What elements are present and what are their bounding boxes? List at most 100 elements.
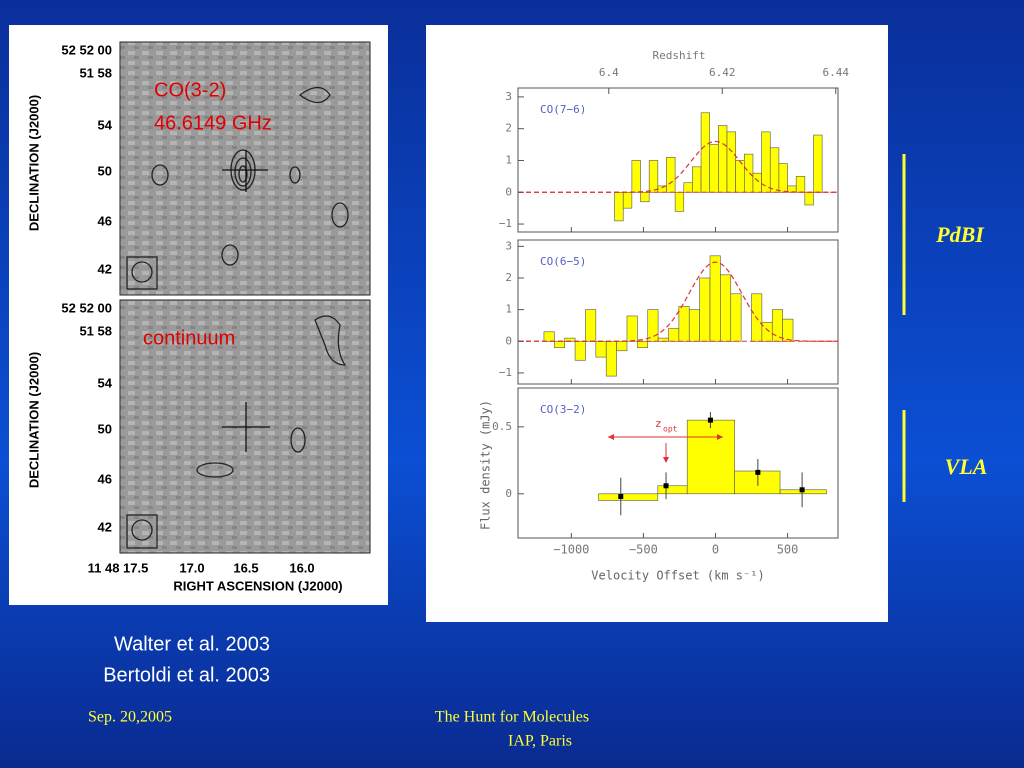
histogram-bar	[804, 191, 814, 206]
histogram-bar	[778, 163, 788, 193]
tick-label: 0	[505, 334, 512, 347]
tick-label: −1000	[553, 543, 589, 557]
tick-label: 51 58	[79, 65, 112, 80]
axis-label: Velocity Offset (km s⁻¹)	[591, 569, 764, 583]
histogram-bar	[744, 153, 754, 193]
tick-label: −500	[629, 543, 658, 557]
histogram-bar	[622, 191, 633, 209]
tick-label: 6.4	[599, 66, 619, 79]
contours	[126, 86, 349, 549]
tick-label: 0.5	[492, 420, 512, 433]
footer-place: IAP, Paris	[508, 733, 572, 750]
histogram-bar	[700, 112, 711, 193]
histogram-bar	[686, 419, 735, 495]
tick-label: 54	[98, 117, 113, 132]
histogram-bar	[668, 328, 680, 342]
tick-label: 52 52 00	[61, 300, 112, 315]
histogram-bar	[730, 293, 742, 342]
histogram-bar	[813, 134, 823, 193]
footer-date: Sep. 20,2005	[88, 709, 172, 726]
tick-label: −1	[499, 366, 512, 379]
histogram-bar	[574, 340, 586, 361]
reference: Bertoldi et al. 2003	[103, 664, 270, 686]
histogram-bar	[657, 485, 688, 495]
histogram-bar	[605, 340, 617, 377]
gaussian-fit	[518, 140, 838, 193]
tick-label: 50	[98, 421, 112, 436]
histogram-bar	[761, 321, 773, 342]
data-point	[618, 493, 624, 499]
histogram-bar	[761, 131, 771, 193]
histogram-bar	[771, 309, 783, 342]
tick-label: 2	[505, 271, 512, 284]
tick-label: −1	[499, 217, 512, 230]
axis-label: RIGHT ASCENSION (J2000)	[173, 578, 342, 593]
histogram-bar	[554, 340, 566, 348]
histogram-bar	[674, 191, 685, 212]
crosshairs	[222, 150, 270, 452]
panel-label: CO(3−2)	[540, 403, 586, 416]
histogram-bar	[637, 340, 649, 348]
tick-label: 54	[98, 375, 113, 390]
tick-label: 11 48 17.5	[88, 560, 149, 575]
histogram-bar	[718, 125, 728, 193]
histogram-bar	[795, 176, 806, 193]
axis-label: DECLINATION (J2000)	[26, 95, 41, 231]
map-label: continuum	[143, 327, 235, 349]
tick-label: 50	[98, 163, 112, 178]
tick-label: 17.0	[179, 560, 204, 575]
panel-label: CO(6−5)	[540, 255, 586, 268]
panel-frame	[517, 239, 839, 385]
data-point	[799, 487, 805, 493]
tick-label: 0	[505, 487, 512, 500]
side-label: PdBI	[935, 222, 985, 247]
tick-label: 6.44	[822, 66, 849, 79]
histogram-bar	[709, 255, 721, 342]
histogram-bar	[720, 274, 732, 342]
histogram-bar	[614, 191, 624, 222]
tick-label: 6.42	[709, 66, 736, 79]
histogram-bar	[782, 318, 794, 342]
panel-label: CO(7−6)	[540, 103, 586, 116]
tick-label: 0	[712, 543, 719, 557]
histogram-bar	[769, 147, 780, 193]
map-panel	[119, 41, 371, 296]
histogram-bar	[752, 172, 762, 193]
map-label: CO(3-2)	[154, 79, 226, 101]
histogram-bar	[598, 493, 659, 501]
histogram-bar	[678, 306, 690, 342]
tick-label: 1	[505, 303, 512, 316]
histogram-bar	[543, 331, 555, 342]
map-figure: CO(3-2) 46.6149 GHz continuum DECLINATIO…	[9, 25, 388, 605]
histogram-bar	[709, 144, 719, 193]
histogram-bar	[631, 160, 641, 193]
histogram-bar	[726, 131, 736, 193]
histogram-bar	[585, 309, 597, 342]
tick-label: 42	[98, 261, 112, 276]
panel-frame	[517, 387, 839, 539]
histogram-bar	[647, 309, 659, 342]
axis-label: Redshift	[653, 49, 706, 62]
axis-label: DECLINATION (J2000)	[26, 352, 41, 488]
tick-label: 46	[98, 471, 112, 486]
histogram-bar	[666, 156, 676, 193]
histogram-bar	[699, 277, 711, 342]
histogram-bar	[626, 315, 638, 342]
side-label: VLA	[945, 454, 988, 479]
histogram-bar	[735, 160, 745, 193]
tick-label: 51 58	[79, 323, 112, 338]
reference: Walter et al. 2003	[114, 633, 270, 655]
tick-label: 2	[505, 122, 512, 135]
tick-label: 16.0	[289, 560, 314, 575]
gaussian-fit	[518, 261, 838, 342]
tick-label: 52 52 00	[61, 42, 112, 57]
histogram-bar	[616, 340, 628, 352]
marker-label: z	[655, 417, 662, 430]
map-label: 46.6149 GHz	[154, 112, 272, 134]
tick-label: 500	[777, 543, 799, 557]
tick-label: 3	[505, 239, 512, 252]
histogram-bar	[640, 191, 650, 203]
marker-label: opt	[663, 425, 678, 434]
tick-label: 1	[505, 153, 512, 166]
